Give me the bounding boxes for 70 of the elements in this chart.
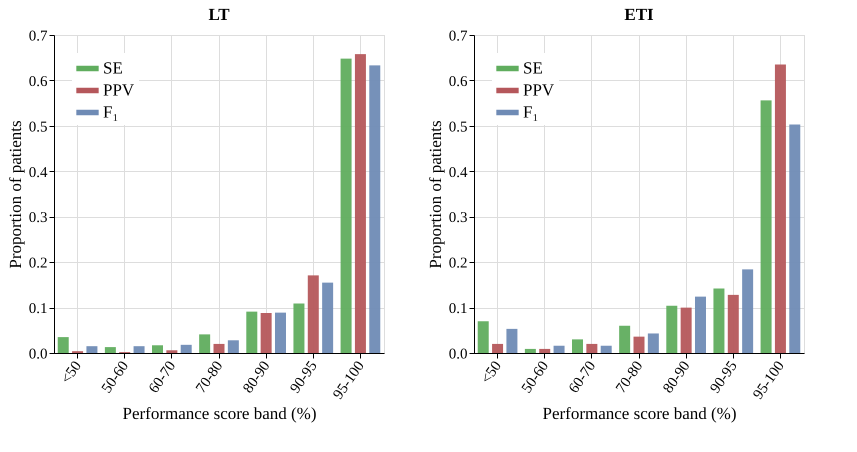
bar [774, 64, 786, 353]
y-tick-label: 0.2 [448, 256, 468, 272]
y-tick-label: 0.4 [28, 164, 48, 181]
y-tick-label: 0.1 [28, 301, 48, 318]
bar [322, 282, 334, 353]
y-tick-label: 0.4 [448, 164, 468, 181]
bar [369, 65, 380, 353]
bar [600, 346, 612, 353]
legend-label: SE [103, 58, 123, 78]
chart-title: LT [208, 5, 230, 24]
y-tick-label: 0.5 [28, 119, 48, 136]
legend-label: PPV [103, 80, 135, 100]
bar [293, 303, 304, 353]
x-axis-title: Performance score band (%) [122, 404, 316, 423]
bar [648, 333, 659, 353]
y-axis-title: Proportion of patients [6, 120, 25, 269]
legend-label: F₁ [103, 102, 118, 122]
bar [214, 344, 224, 353]
bar [586, 344, 598, 353]
y-tick-label: 0.5 [448, 119, 468, 136]
bar [478, 321, 489, 353]
bar [760, 100, 772, 353]
bar [340, 58, 352, 353]
bar [524, 348, 536, 353]
legend-label: SE [523, 58, 543, 78]
x-axis-title: Performance score band (%) [542, 404, 736, 423]
bar [539, 348, 550, 353]
y-tick-label: 0.1 [448, 301, 468, 318]
bar [58, 337, 69, 353]
bar [260, 313, 272, 353]
bar [86, 346, 98, 353]
y-tick-label: 0.7 [448, 28, 468, 44]
y-axis-title: Proportion of patients [426, 120, 445, 269]
bar [506, 328, 518, 353]
y-tick-label: 0.3 [448, 210, 468, 226]
y-tick-label: 0.0 [448, 346, 468, 362]
legend-label: F₁ [523, 102, 538, 122]
bar [572, 339, 584, 353]
y-tick-label: 0.6 [448, 74, 468, 90]
x-tick-label: <50 [58, 358, 85, 387]
bar [180, 344, 192, 353]
bar [680, 308, 692, 353]
bar [166, 350, 178, 353]
y-tick-label: 0.6 [28, 74, 48, 90]
bar [308, 275, 319, 353]
legend-label: PPV [523, 80, 555, 100]
bar [554, 346, 565, 353]
bar [228, 340, 239, 353]
y-tick-label: 0.0 [28, 346, 48, 362]
bar [134, 346, 145, 353]
y-tick-label: 0.2 [28, 256, 48, 272]
bar [742, 269, 754, 353]
bar [728, 294, 739, 353]
x-tick-label: <50 [478, 358, 505, 387]
bar [246, 312, 258, 353]
bar [666, 306, 678, 353]
bar [104, 347, 116, 353]
bar [789, 124, 800, 353]
bar [274, 312, 286, 353]
y-tick-label: 0.3 [28, 210, 48, 226]
bar [694, 296, 706, 353]
y-tick-label: 0.7 [28, 28, 48, 44]
bar [634, 336, 644, 353]
chart-title: ETI [624, 5, 654, 24]
bar [713, 288, 724, 353]
bar [199, 334, 210, 353]
bar [152, 345, 164, 353]
bar [492, 344, 504, 353]
bar [619, 326, 630, 353]
bar [354, 54, 366, 353]
